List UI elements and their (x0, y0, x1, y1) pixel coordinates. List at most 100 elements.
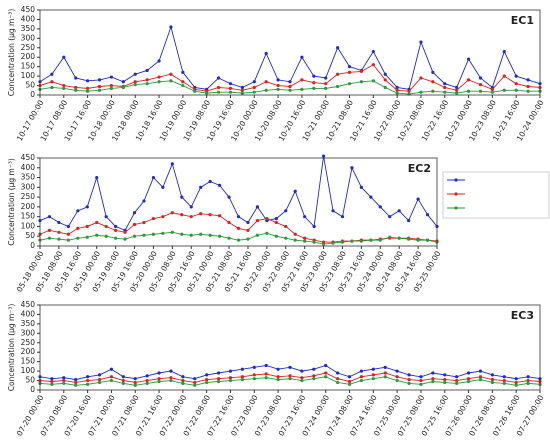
y-tick-label: 100 (21, 71, 36, 80)
point (265, 217, 269, 221)
point (114, 236, 118, 240)
y-tick-label: 0 (30, 90, 35, 99)
point (62, 86, 66, 90)
y-tick-label: 300 (21, 33, 36, 42)
point (347, 82, 352, 86)
point (181, 80, 185, 84)
plot-frame (39, 304, 541, 391)
point (157, 377, 161, 381)
point (526, 84, 530, 89)
point (85, 224, 89, 229)
point (431, 70, 435, 74)
point (371, 367, 375, 371)
point (85, 235, 89, 239)
point (490, 378, 494, 382)
point (395, 375, 399, 379)
point (383, 375, 387, 379)
point (62, 83, 66, 88)
point (312, 74, 316, 78)
point (181, 70, 185, 74)
point (324, 363, 328, 368)
point (169, 25, 173, 29)
point (74, 380, 78, 385)
point (395, 91, 399, 95)
point (62, 55, 66, 59)
point (455, 378, 459, 383)
point (170, 211, 174, 215)
y-tick-label: 0 (30, 385, 35, 394)
point (50, 80, 54, 84)
point (86, 382, 90, 386)
point (288, 80, 292, 84)
point (312, 374, 316, 378)
point (121, 381, 125, 385)
point (97, 78, 102, 82)
point (455, 85, 459, 90)
point (169, 369, 173, 373)
point (502, 74, 506, 78)
point (502, 378, 506, 383)
point (312, 240, 316, 244)
point (276, 378, 280, 382)
point (228, 376, 233, 380)
point (157, 371, 161, 375)
point (284, 236, 288, 240)
point (395, 88, 399, 92)
point (181, 378, 185, 383)
point (180, 232, 184, 236)
point (502, 88, 506, 92)
point (86, 79, 90, 83)
point (97, 378, 102, 382)
point (169, 376, 173, 380)
point (86, 375, 90, 379)
point (276, 83, 280, 88)
point (293, 189, 297, 193)
y-tick-label: 50 (25, 81, 35, 90)
point (336, 84, 340, 89)
point (407, 373, 411, 377)
point (145, 78, 149, 82)
y-tick-label: 50 (25, 376, 35, 385)
point (236, 238, 241, 242)
point (303, 239, 307, 243)
point (246, 220, 250, 225)
y-tick-label: 150 (21, 62, 36, 71)
point (157, 80, 161, 84)
point (300, 55, 304, 59)
point (431, 379, 435, 384)
point (350, 166, 354, 170)
point (228, 369, 233, 373)
point (252, 373, 256, 377)
point (121, 378, 125, 383)
point (205, 378, 209, 382)
point (383, 371, 387, 375)
point (466, 89, 471, 93)
point (407, 237, 411, 241)
point (240, 85, 244, 90)
point (526, 89, 530, 93)
point (431, 371, 435, 375)
point (255, 205, 260, 209)
point (288, 88, 292, 92)
point (455, 88, 459, 92)
point (293, 238, 297, 242)
point (255, 233, 260, 237)
point (264, 80, 268, 84)
y-tick-label: 450 (21, 153, 36, 162)
point (114, 228, 118, 232)
point (157, 379, 161, 384)
point (264, 88, 268, 92)
series-line (39, 25, 541, 90)
point (378, 238, 382, 242)
point (359, 369, 364, 373)
point (142, 199, 146, 203)
point (347, 65, 352, 69)
point (66, 232, 70, 236)
point (276, 367, 280, 371)
point (336, 371, 340, 375)
y-axis-label: Concentration (μg m⁻³) (7, 9, 16, 97)
point (216, 377, 221, 381)
point (371, 373, 375, 377)
point (133, 80, 137, 84)
